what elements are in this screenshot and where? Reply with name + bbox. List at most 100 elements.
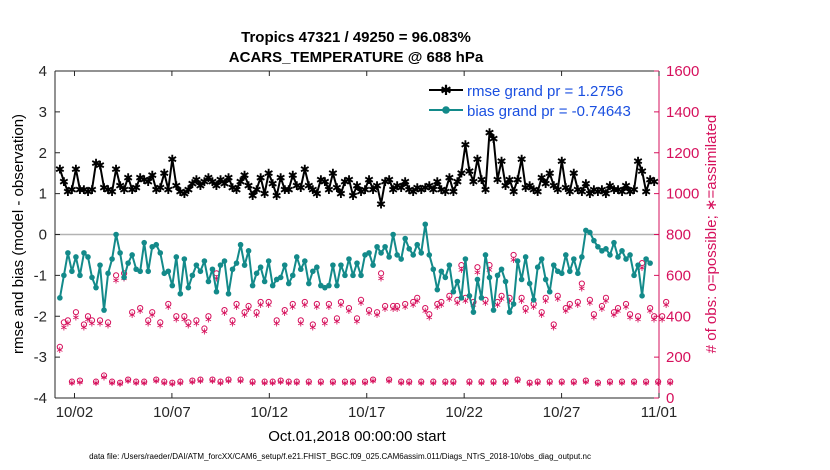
obs-assimilated-point: ∗ bbox=[529, 302, 537, 313]
bias-point bbox=[374, 243, 380, 250]
obs-assimilated-point: ∗ bbox=[610, 310, 618, 321]
rmse-point: ✱ bbox=[203, 171, 213, 185]
rmse-point: ✱ bbox=[637, 165, 647, 179]
rmse-point: ✱ bbox=[292, 179, 302, 193]
bias-point bbox=[394, 252, 400, 258]
bias-point bbox=[330, 262, 336, 268]
rmse-point: ✱ bbox=[585, 187, 595, 201]
rmse-point: ✱ bbox=[280, 183, 290, 197]
obs-possible-point bbox=[518, 294, 525, 301]
obs-possible-point bbox=[590, 311, 598, 318]
obs-possible-point bbox=[112, 272, 120, 279]
bias-point bbox=[197, 268, 204, 275]
obs-assimilated-point: ∗ bbox=[244, 304, 252, 315]
bias-point bbox=[141, 239, 147, 246]
obs-possible-point bbox=[317, 378, 324, 385]
bias-point bbox=[77, 272, 83, 279]
bias-point bbox=[542, 276, 549, 283]
rmse-point: ✱ bbox=[545, 167, 555, 181]
obs-possible-point bbox=[614, 304, 622, 312]
obs-assimilated-point: ∗ bbox=[289, 302, 297, 313]
obs-possible-point bbox=[185, 319, 192, 326]
rmse-point: ✱ bbox=[432, 175, 442, 189]
obs-possible-point bbox=[281, 307, 288, 314]
bias-point bbox=[482, 252, 489, 258]
obs-assimilated-point: ∗ bbox=[337, 300, 345, 311]
rmse-point: ✱ bbox=[340, 175, 350, 189]
bias-point bbox=[326, 282, 332, 289]
bias-point bbox=[378, 250, 384, 256]
obs-possible-point bbox=[265, 298, 272, 306]
bias-point bbox=[562, 252, 569, 258]
obs-assimilated-point: ∗ bbox=[108, 378, 116, 389]
bias-point bbox=[575, 270, 581, 277]
obs-possible-point bbox=[333, 315, 341, 322]
obs-assimilated-point: ∗ bbox=[666, 378, 674, 389]
bias-point bbox=[370, 262, 376, 268]
obs-assimilated-point: ∗ bbox=[513, 376, 521, 387]
obs-assimilated-point: ∗ bbox=[357, 298, 365, 309]
bias-point bbox=[189, 272, 196, 279]
obs-assimilated-point: ∗ bbox=[457, 265, 465, 276]
obs-assimilated-point: ∗ bbox=[104, 320, 112, 331]
bias-point bbox=[434, 286, 441, 293]
bias-point bbox=[346, 256, 352, 262]
obs-possible-point bbox=[104, 319, 112, 326]
obs-possible-point bbox=[398, 378, 405, 385]
obs-assimilated-point: ∗ bbox=[590, 312, 598, 323]
obs-possible-point bbox=[145, 317, 152, 324]
rmse-point: ✱ bbox=[288, 169, 298, 183]
obs-assimilated-point: ∗ bbox=[509, 255, 517, 266]
rmse-point: ✱ bbox=[67, 183, 77, 197]
bias-point bbox=[530, 297, 537, 303]
bias-point bbox=[157, 250, 164, 256]
y-left-tick-label: -3 bbox=[34, 349, 47, 366]
bias-point bbox=[289, 272, 296, 279]
bias-point bbox=[639, 293, 645, 299]
obs-possible-point bbox=[273, 317, 280, 324]
rmse-point: ✱ bbox=[207, 175, 217, 189]
x-tick-label: 10/27 bbox=[543, 404, 581, 421]
legend-rmse-label: rmse grand pr = 1.2756 bbox=[467, 83, 623, 100]
obs-possible-point bbox=[137, 304, 144, 312]
rmse-point: ✱ bbox=[236, 175, 246, 189]
obs-assimilated-point: ∗ bbox=[285, 378, 293, 389]
rmse-point: ✱ bbox=[488, 132, 498, 146]
obs-possible-point bbox=[209, 376, 216, 383]
x-tick-label: 10/22 bbox=[445, 404, 483, 421]
bias-point bbox=[418, 250, 425, 256]
obs-assimilated-point: ∗ bbox=[550, 322, 558, 333]
obs-assimilated-point: ∗ bbox=[92, 378, 100, 389]
obs-possible-point bbox=[598, 302, 606, 310]
rmse-point: ✱ bbox=[384, 173, 394, 187]
bias-point bbox=[510, 301, 517, 307]
bias-point bbox=[314, 264, 320, 271]
obs-possible-point bbox=[116, 379, 124, 386]
obs-possible-point bbox=[161, 378, 168, 385]
obs-possible-point bbox=[594, 379, 602, 386]
obs-assimilated-point: ∗ bbox=[313, 302, 321, 313]
rmse-point: ✱ bbox=[215, 173, 225, 187]
bias-point bbox=[502, 278, 509, 285]
obs-possible-point bbox=[446, 292, 453, 299]
bias-point bbox=[105, 270, 111, 277]
obs-assimilated-point: ∗ bbox=[305, 378, 313, 389]
bias-point bbox=[558, 270, 565, 277]
obs-assimilated-point: ∗ bbox=[421, 306, 429, 317]
rmse-point: ✱ bbox=[211, 179, 221, 193]
y-left-tick-label: -1 bbox=[34, 267, 47, 284]
obs-assimilated-point: ∗ bbox=[417, 378, 425, 389]
obs-assimilated-point: ∗ bbox=[365, 308, 373, 319]
rmse-point: ✱ bbox=[111, 163, 121, 177]
rmse-series-line bbox=[58, 131, 655, 205]
rmse-point: ✱ bbox=[332, 181, 342, 195]
obs-assimilated-point: ∗ bbox=[578, 284, 586, 295]
rmse-point: ✱ bbox=[219, 177, 229, 191]
bias-point bbox=[595, 243, 601, 250]
bias-point bbox=[201, 258, 208, 264]
obs-assimilated-point: ∗ bbox=[405, 378, 413, 389]
obs-possible-point bbox=[586, 296, 593, 303]
rmse-point: ✱ bbox=[529, 183, 539, 197]
obs-possible-point bbox=[197, 376, 204, 383]
obs-assimilated-point: ∗ bbox=[281, 308, 289, 319]
